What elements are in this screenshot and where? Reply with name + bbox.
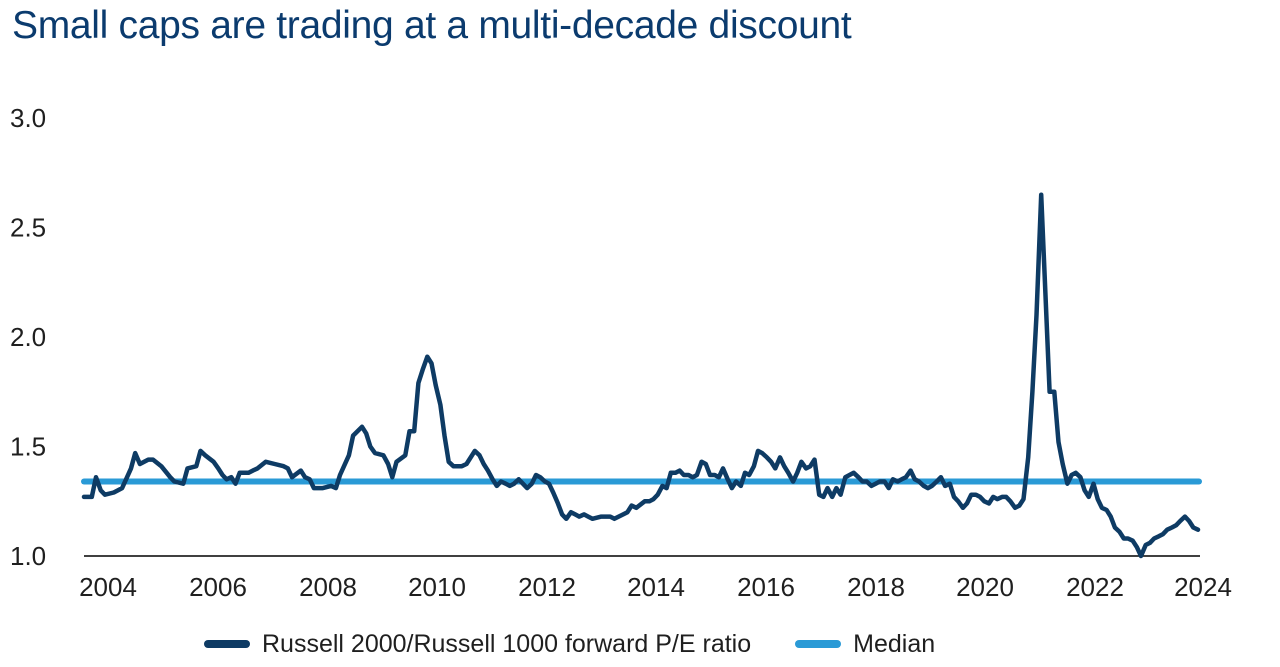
legend-swatch-median xyxy=(795,640,842,648)
y-tick-label: 1.5 xyxy=(10,432,46,462)
legend: Russell 2000/Russell 1000 forward P/E ra… xyxy=(204,626,979,662)
y-axis: 1.0 1.5 2.0 2.5 3.0 xyxy=(10,103,46,571)
x-tick-label: 2010 xyxy=(408,572,466,602)
x-tick-label: 2008 xyxy=(299,572,357,602)
legend-label-median: Median xyxy=(853,629,936,658)
x-tick-label: 2024 xyxy=(1174,572,1232,602)
chart-title: Small caps are trading at a multi-decade… xyxy=(12,4,852,47)
x-axis: 2004 2006 2008 2010 2012 2014 2016 2018 2020 2022… xyxy=(79,572,1232,602)
legend-label-ratio: Russell 2000/Russell 1000 forward P/E ra… xyxy=(262,629,752,658)
x-tick-label: 2018 xyxy=(847,572,905,602)
y-tick-label: 2.5 xyxy=(10,213,46,243)
x-tick-label: 2020 xyxy=(956,572,1014,602)
x-tick-label: 2012 xyxy=(518,572,576,602)
x-tick-label: 2004 xyxy=(79,572,137,602)
legend-swatch-ratio xyxy=(204,640,250,648)
line-chart: 1.0 1.5 2.0 2.5 3.0 2004 2006 2008 2010 2012 2014… xyxy=(10,103,1232,602)
legend-item-median: Median xyxy=(795,630,935,659)
y-tick-label: 1.0 xyxy=(10,541,46,571)
y-tick-label: 2.0 xyxy=(10,322,46,352)
y-tick-label: 3.0 xyxy=(10,103,46,133)
x-tick-label: 2014 xyxy=(627,572,685,602)
legend-item-ratio: Russell 2000/Russell 1000 forward P/E ra… xyxy=(204,630,751,659)
x-tick-label: 2006 xyxy=(189,572,247,602)
series-line-ratio xyxy=(81,192,1201,559)
x-tick-label: 2022 xyxy=(1066,572,1124,602)
series-layer xyxy=(81,192,1202,559)
x-tick-label: 2016 xyxy=(737,572,795,602)
